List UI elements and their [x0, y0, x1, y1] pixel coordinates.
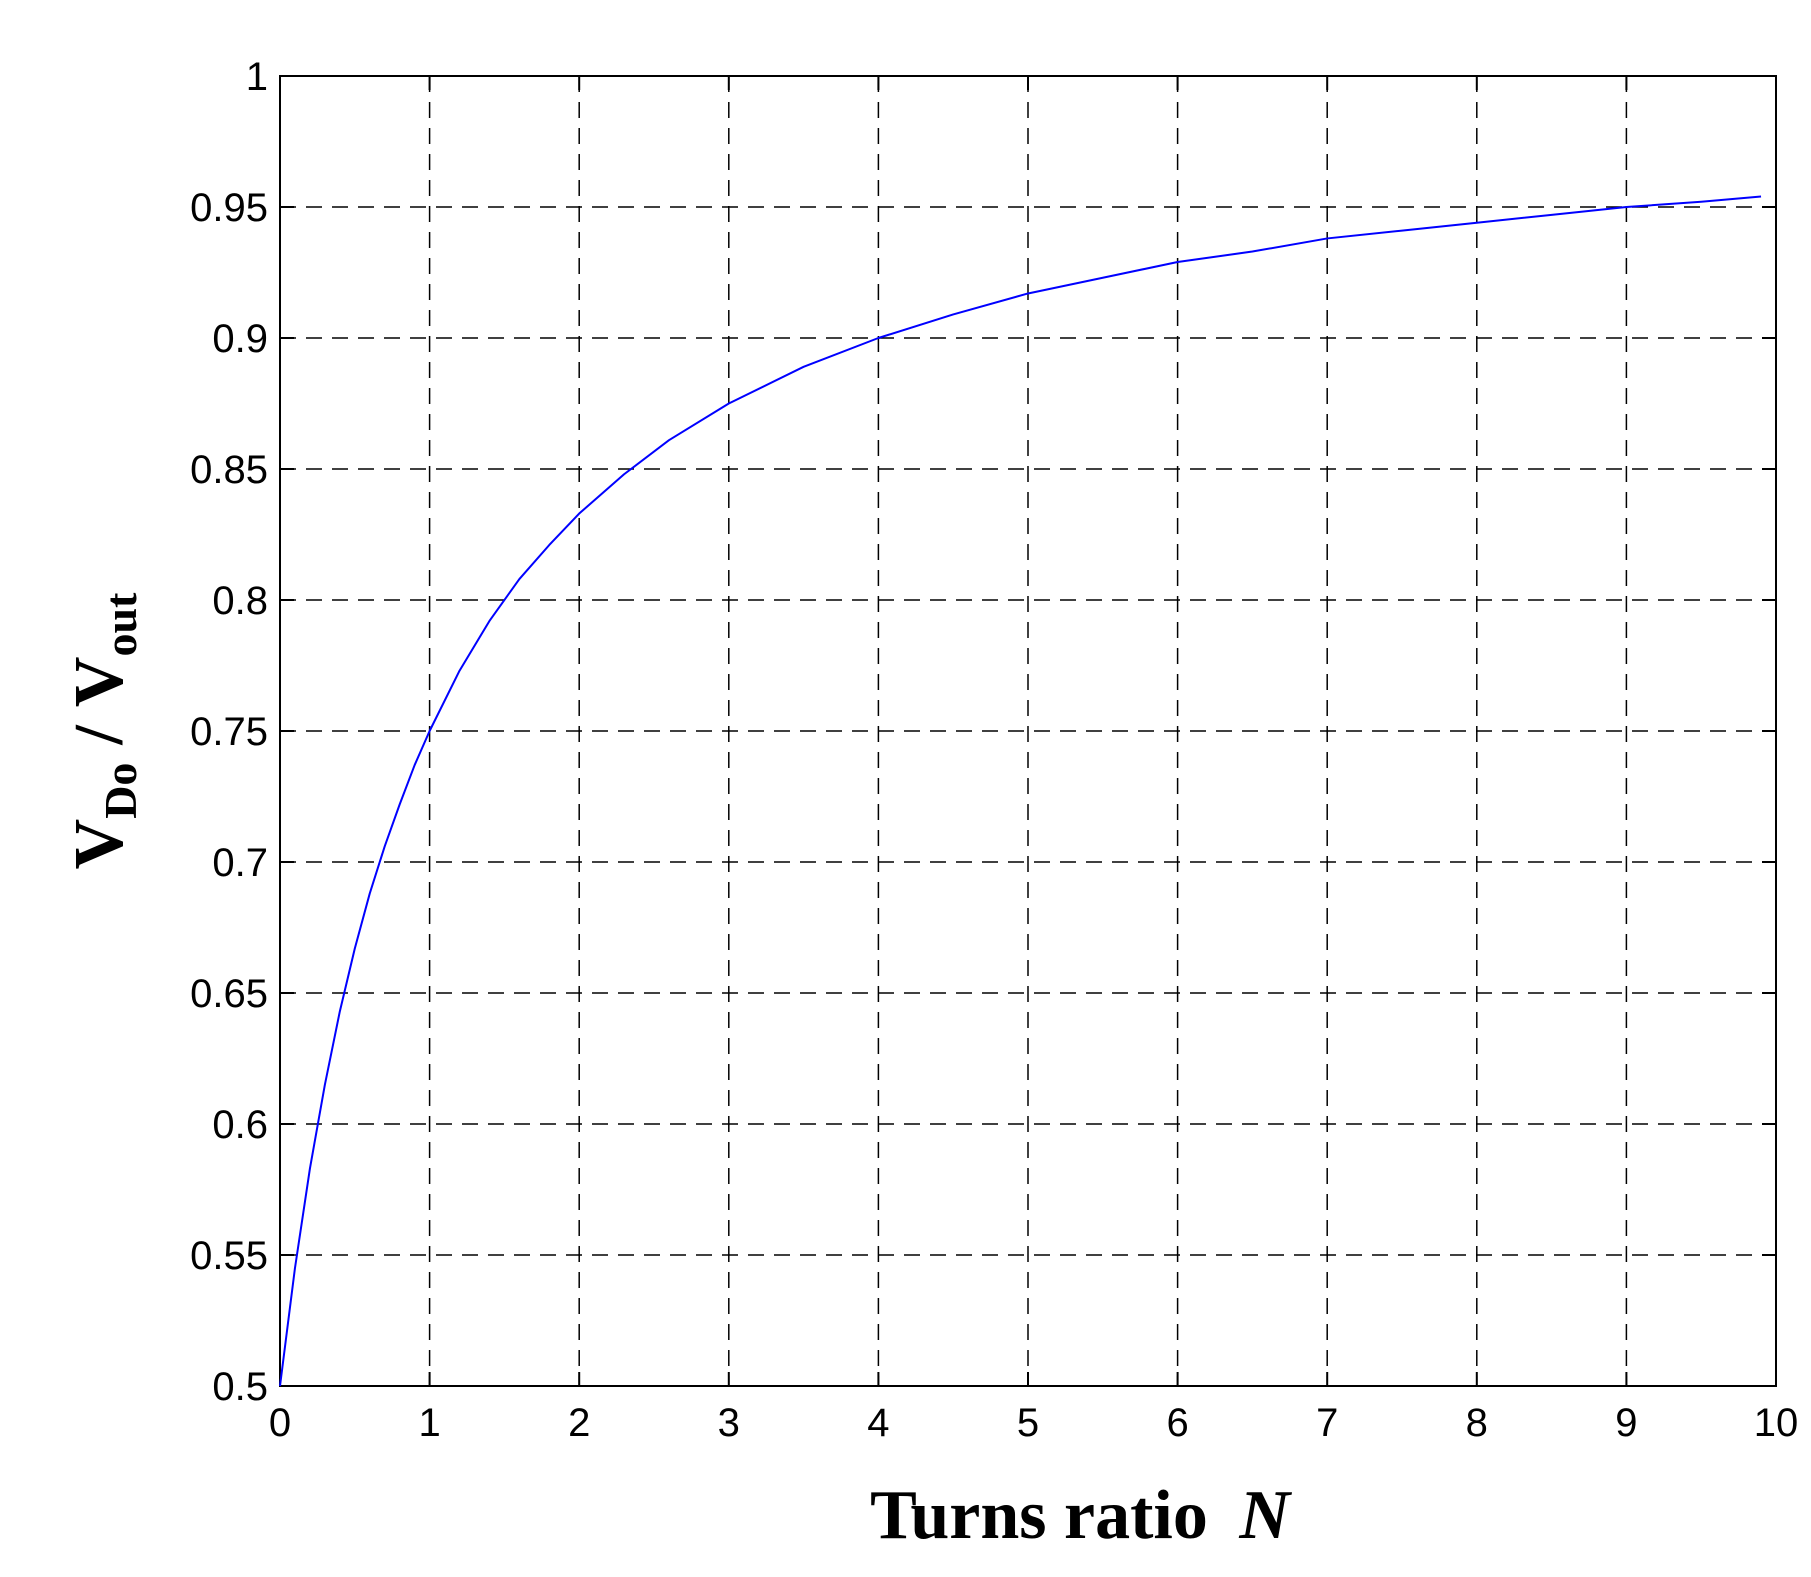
y-tick-label-0.8: 0.8	[212, 579, 268, 623]
x-tick-label-7: 7	[1316, 1401, 1338, 1445]
y-axis-title: VDo/Vout	[61, 592, 146, 869]
grid	[280, 76, 1776, 1386]
y-axis-title-v1: V	[61, 819, 138, 870]
x-tick-label-4: 4	[867, 1401, 889, 1445]
axis-ticks: 0 1 2 3 4 5 6 7 8 9 10 0.5 0.55 0.6 0.65 0.7 0.75 0.8 0.85…	[190, 55, 1798, 1445]
y-axis-title-slash: /	[61, 724, 138, 746]
x-axis-title-variable: N	[1238, 1477, 1292, 1554]
y-tick-label-0.85: 0.85	[190, 448, 268, 492]
y-axis-title-sub1: Do	[95, 763, 146, 819]
x-tick-label-8: 8	[1466, 1401, 1488, 1445]
y-tick-label-1: 1	[246, 55, 268, 99]
x-tick-label-1: 1	[418, 1401, 440, 1445]
x-tick-label-10: 10	[1754, 1401, 1799, 1445]
y-tick-label-0.5: 0.5	[212, 1365, 268, 1409]
y-tick-label-0.55: 0.55	[190, 1234, 268, 1278]
y-tick-label-0.95: 0.95	[190, 186, 268, 230]
x-axis-title-text: Turns ratio	[870, 1477, 1208, 1554]
x-tick-label-9: 9	[1615, 1401, 1637, 1445]
x-tick-label-2: 2	[568, 1401, 590, 1445]
y-tick-label-0.7: 0.7	[212, 841, 268, 885]
x-tick-label-5: 5	[1017, 1401, 1039, 1445]
y-axis-title-v2: V	[61, 657, 138, 708]
y-tick-label-0.75: 0.75	[190, 710, 268, 754]
x-tick-label-3: 3	[718, 1401, 740, 1445]
y-tick-label-0.65: 0.65	[190, 972, 268, 1016]
x-tick-label-6: 6	[1166, 1401, 1188, 1445]
x-tick-label-0: 0	[269, 1401, 291, 1445]
y-tick-label-0.9: 0.9	[212, 317, 268, 361]
y-tick-label-0.6: 0.6	[212, 1103, 268, 1147]
series	[279, 195, 1762, 1387]
x-axis-title: Turns ratio N	[870, 1477, 1292, 1554]
y-axis-title-sub2: out	[95, 592, 146, 657]
series-line-0	[279, 195, 1762, 1387]
